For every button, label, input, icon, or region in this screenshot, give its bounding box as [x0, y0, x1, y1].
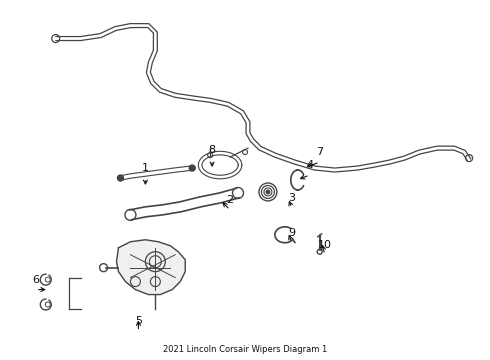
- Text: 3: 3: [288, 193, 295, 203]
- Text: 8: 8: [209, 145, 216, 155]
- Text: 2: 2: [226, 195, 234, 205]
- Text: 5: 5: [135, 316, 142, 327]
- Text: 6: 6: [32, 275, 39, 285]
- Text: 2021 Lincoln Corsair Wipers Diagram 1: 2021 Lincoln Corsair Wipers Diagram 1: [163, 345, 327, 354]
- Polygon shape: [117, 240, 185, 294]
- Circle shape: [189, 165, 195, 171]
- Text: 9: 9: [288, 228, 295, 238]
- Circle shape: [266, 190, 270, 194]
- Text: 10: 10: [318, 240, 332, 250]
- Text: 1: 1: [142, 163, 149, 173]
- Text: 4: 4: [306, 160, 313, 170]
- Text: 7: 7: [316, 147, 323, 157]
- Circle shape: [118, 175, 123, 181]
